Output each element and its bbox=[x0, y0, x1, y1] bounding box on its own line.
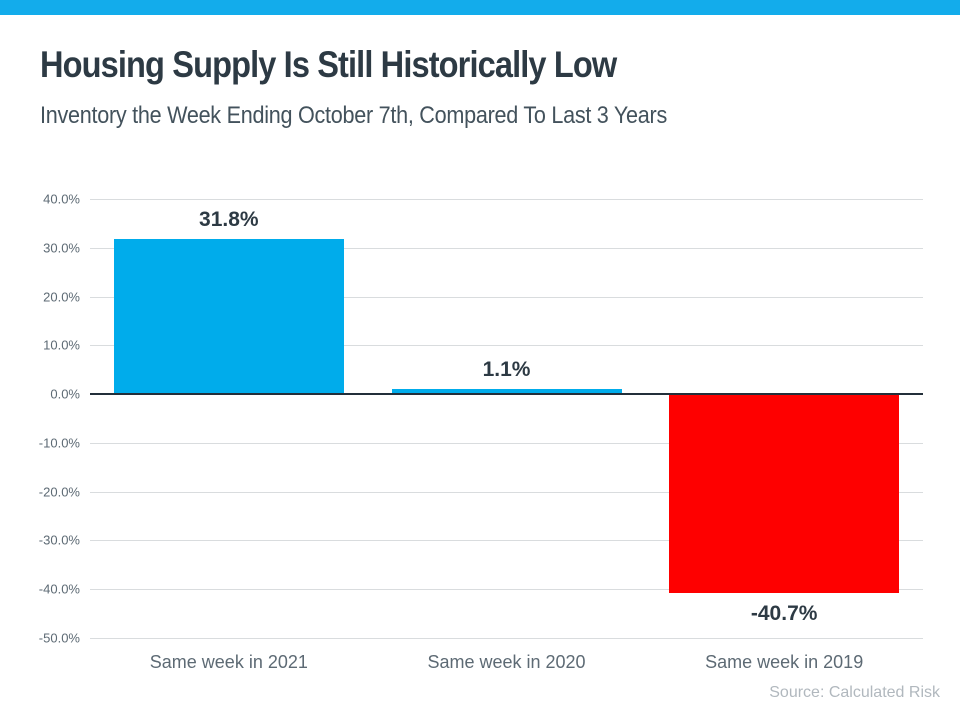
bar bbox=[669, 394, 900, 593]
y-gridline bbox=[90, 296, 923, 298]
y-gridline bbox=[90, 638, 923, 639]
y-tick-label: -20.0% bbox=[38, 484, 80, 500]
x-tick-label: Same week in 2019 bbox=[705, 652, 864, 672]
y-gridline bbox=[90, 247, 923, 249]
y-tick-label: -30.0% bbox=[38, 532, 80, 548]
bar-value-label: -40.7% bbox=[750, 601, 818, 625]
y-gridline bbox=[90, 442, 923, 444]
y-tick-label: -50.0% bbox=[38, 630, 80, 646]
x-tick-label: Same week in 2021 bbox=[149, 652, 308, 672]
y-gridline bbox=[90, 199, 923, 200]
y-tick-label: 0.0% bbox=[50, 386, 80, 402]
source-credit: Source: Calculated Risk bbox=[769, 684, 940, 701]
bar-value-label: 31.8% bbox=[199, 207, 259, 231]
x-tick-label: Same week in 2020 bbox=[427, 652, 586, 672]
top-accent-bar bbox=[0, 0, 960, 15]
zero-axis-line bbox=[90, 393, 923, 396]
y-gridline bbox=[90, 540, 923, 542]
y-tick-label: -10.0% bbox=[38, 435, 80, 451]
y-tick-label: -40.0% bbox=[38, 581, 80, 597]
y-gridline bbox=[90, 345, 923, 347]
y-gridline bbox=[90, 589, 923, 591]
y-tick-label: 20.0% bbox=[43, 289, 80, 305]
y-tick-label: 30.0% bbox=[43, 240, 80, 256]
page-subtitle: Inventory the Week Ending October 7th, C… bbox=[40, 102, 667, 129]
bar-chart: 40.0% 30.0% 20.0% 10.0% 0.0% -10.0% -20.0% -30.… bbox=[0, 185, 960, 720]
page-title: Housing Supply Is Still Historically Low bbox=[40, 44, 617, 85]
bar bbox=[391, 388, 622, 395]
y-gridline bbox=[90, 491, 923, 493]
y-tick-label: 40.0% bbox=[43, 191, 80, 207]
y-tick-label: 10.0% bbox=[43, 337, 80, 353]
bar bbox=[113, 238, 344, 395]
bar-value-label: 1.1% bbox=[482, 357, 531, 381]
